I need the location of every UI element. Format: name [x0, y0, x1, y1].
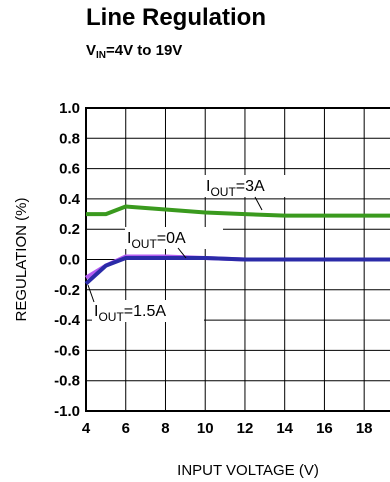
plot-frame	[85, 107, 390, 412]
y-tick-label: -1.0	[54, 403, 80, 420]
y-tick-label: 1.0	[59, 100, 80, 117]
x-axis-label: INPUT VOLTAGE (V)	[177, 462, 319, 479]
y-tick-label: 0.2	[59, 221, 80, 238]
y-tick-label: 0.6	[59, 161, 80, 178]
y-axis-label: REGULATION (%)	[13, 198, 30, 322]
x-tick-label: 4	[82, 420, 91, 437]
subtitle-main: V	[86, 42, 97, 59]
y-tick-label: -0.8	[54, 373, 80, 390]
series-line-2	[84, 256, 390, 286]
series-label: IOUT=3A	[206, 178, 265, 199]
subtitle-rest: =4V to 19V	[106, 42, 183, 59]
y-tick-label: -0.2	[54, 282, 80, 299]
x-tick-label: 8	[161, 420, 169, 437]
chart-title: Line Regulation	[86, 4, 266, 31]
series-line-0	[86, 204, 390, 218]
y-tick-label: 0.4	[59, 191, 81, 208]
x-tick-label: 12	[237, 420, 254, 437]
series-label: IOUT=0A	[127, 230, 186, 251]
x-tick-label: 14	[276, 420, 293, 437]
y-tick-label: 0.0	[59, 252, 80, 269]
x-tick-label: 16	[316, 420, 333, 437]
x-tick-label: 18	[356, 420, 373, 437]
series-label-bg	[204, 175, 302, 197]
leader-line	[87, 284, 95, 303]
series-label: IOUT=1.5A	[94, 303, 166, 324]
y-tick-label: -0.4	[54, 312, 81, 329]
chart-subtitle: VIN=4V to 19V	[86, 42, 182, 61]
x-tick-label: 10	[197, 420, 214, 437]
y-tick-label: -0.6	[54, 342, 80, 359]
x-tick-label: 6	[122, 420, 130, 437]
subtitle-sub: IN	[96, 50, 107, 61]
leader-line	[177, 247, 187, 259]
leader-line	[254, 196, 263, 211]
series-label-bg	[92, 300, 204, 322]
series-label-bg	[125, 227, 223, 249]
y-tick-label: 0.8	[59, 130, 80, 147]
